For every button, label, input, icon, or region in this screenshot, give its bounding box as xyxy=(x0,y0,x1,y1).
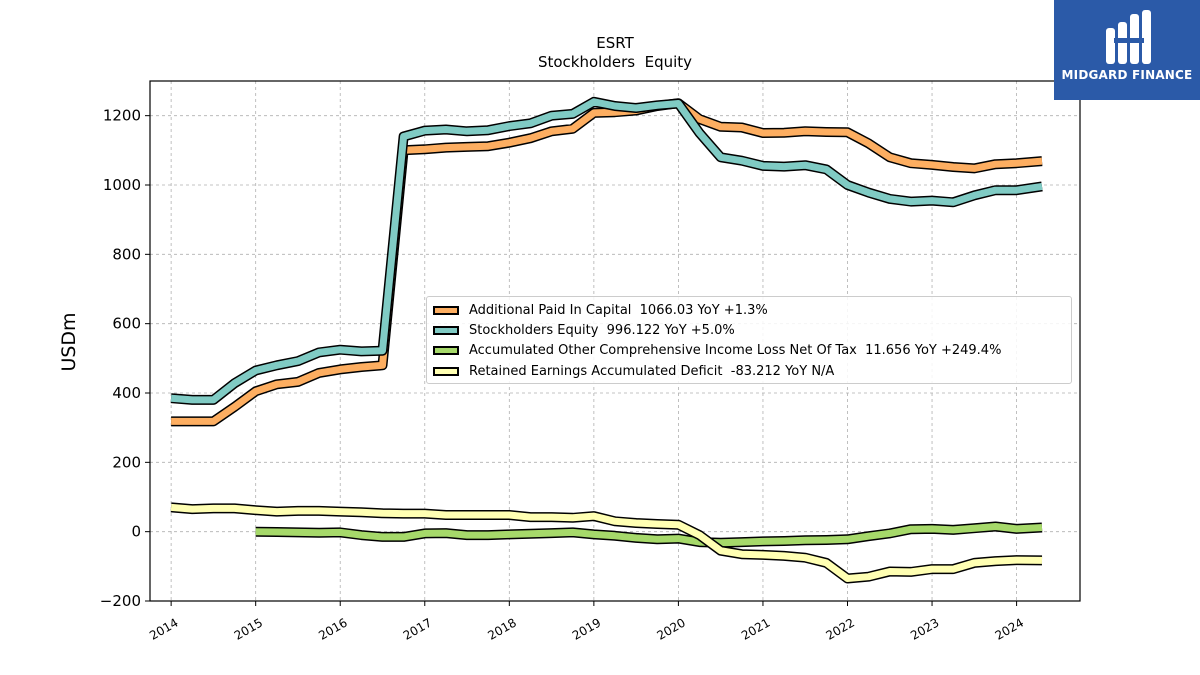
series-line-stockholders-equity xyxy=(170,98,1043,404)
legend-label: Retained Earnings Accumulated Deficit -8… xyxy=(469,363,835,379)
legend-label: Accumulated Other Comprehensive Income L… xyxy=(469,342,1002,358)
logo-mark-icon xyxy=(1106,10,1151,64)
chart-subtitle: Stockholders Equity xyxy=(538,53,692,71)
series-line-accumulated-other-comprehensive-income-loss-net-of-tax xyxy=(255,523,1043,547)
x-tick-label: 2024 xyxy=(993,615,1026,642)
legend-swatch xyxy=(433,345,459,355)
legend-item-stockholders-equity: Stockholders Equity 996.122 YoY +5.0% xyxy=(427,320,735,340)
x-tick-label: 2021 xyxy=(739,615,772,642)
series-line-retained-earnings-accumulated-deficit xyxy=(170,503,1043,582)
y-axis-label: USDm xyxy=(58,312,80,371)
y-tick-label: −200 xyxy=(100,592,141,610)
y-tick-label: 800 xyxy=(112,245,141,263)
y-tick-label: 400 xyxy=(112,384,141,402)
logo-text: MIDGARD FINANCE xyxy=(1061,68,1193,82)
legend: Additional Paid In Capital 1066.03 YoY +… xyxy=(426,296,1072,384)
plot-frame xyxy=(149,80,1081,602)
y-tick-label: 0 xyxy=(131,523,141,541)
x-tick-label: 2020 xyxy=(654,615,687,642)
legend-swatch xyxy=(433,305,459,315)
y-tick-label: 600 xyxy=(112,315,141,333)
chart-title: ESRT xyxy=(596,34,634,52)
x-tick-label: 2014 xyxy=(147,615,180,642)
legend-label: Additional Paid In Capital 1066.03 YoY +… xyxy=(469,302,768,318)
x-tick-label: 2018 xyxy=(485,615,518,642)
y-tick-label: 200 xyxy=(112,453,141,471)
series-line-additional-paid-in-capital xyxy=(171,99,1043,425)
x-tick-label: 2016 xyxy=(316,615,349,642)
x-tick-label: 2023 xyxy=(908,615,941,642)
legend-item-additional-paid-in-capital: Additional Paid In Capital 1066.03 YoY +… xyxy=(427,300,768,320)
legend-swatch xyxy=(433,366,459,376)
legend-item-retained-earnings: Retained Earnings Accumulated Deficit -8… xyxy=(427,361,834,381)
legend-swatch xyxy=(433,325,459,335)
x-tick-label: 2022 xyxy=(824,615,857,642)
y-tick-label: 1200 xyxy=(103,107,141,125)
y-tick-label: 1000 xyxy=(103,176,141,194)
legend-label: Stockholders Equity 996.122 YoY +5.0% xyxy=(469,322,735,338)
legend-item-accumulated-oci: Accumulated Other Comprehensive Income L… xyxy=(427,340,1001,360)
x-tick-label: 2019 xyxy=(570,615,603,642)
x-tick-label: 2015 xyxy=(232,615,265,642)
series-layer xyxy=(170,96,1043,584)
brand-logo: MIDGARD FINANCE xyxy=(1054,0,1200,100)
x-tick-label: 2017 xyxy=(401,615,434,642)
